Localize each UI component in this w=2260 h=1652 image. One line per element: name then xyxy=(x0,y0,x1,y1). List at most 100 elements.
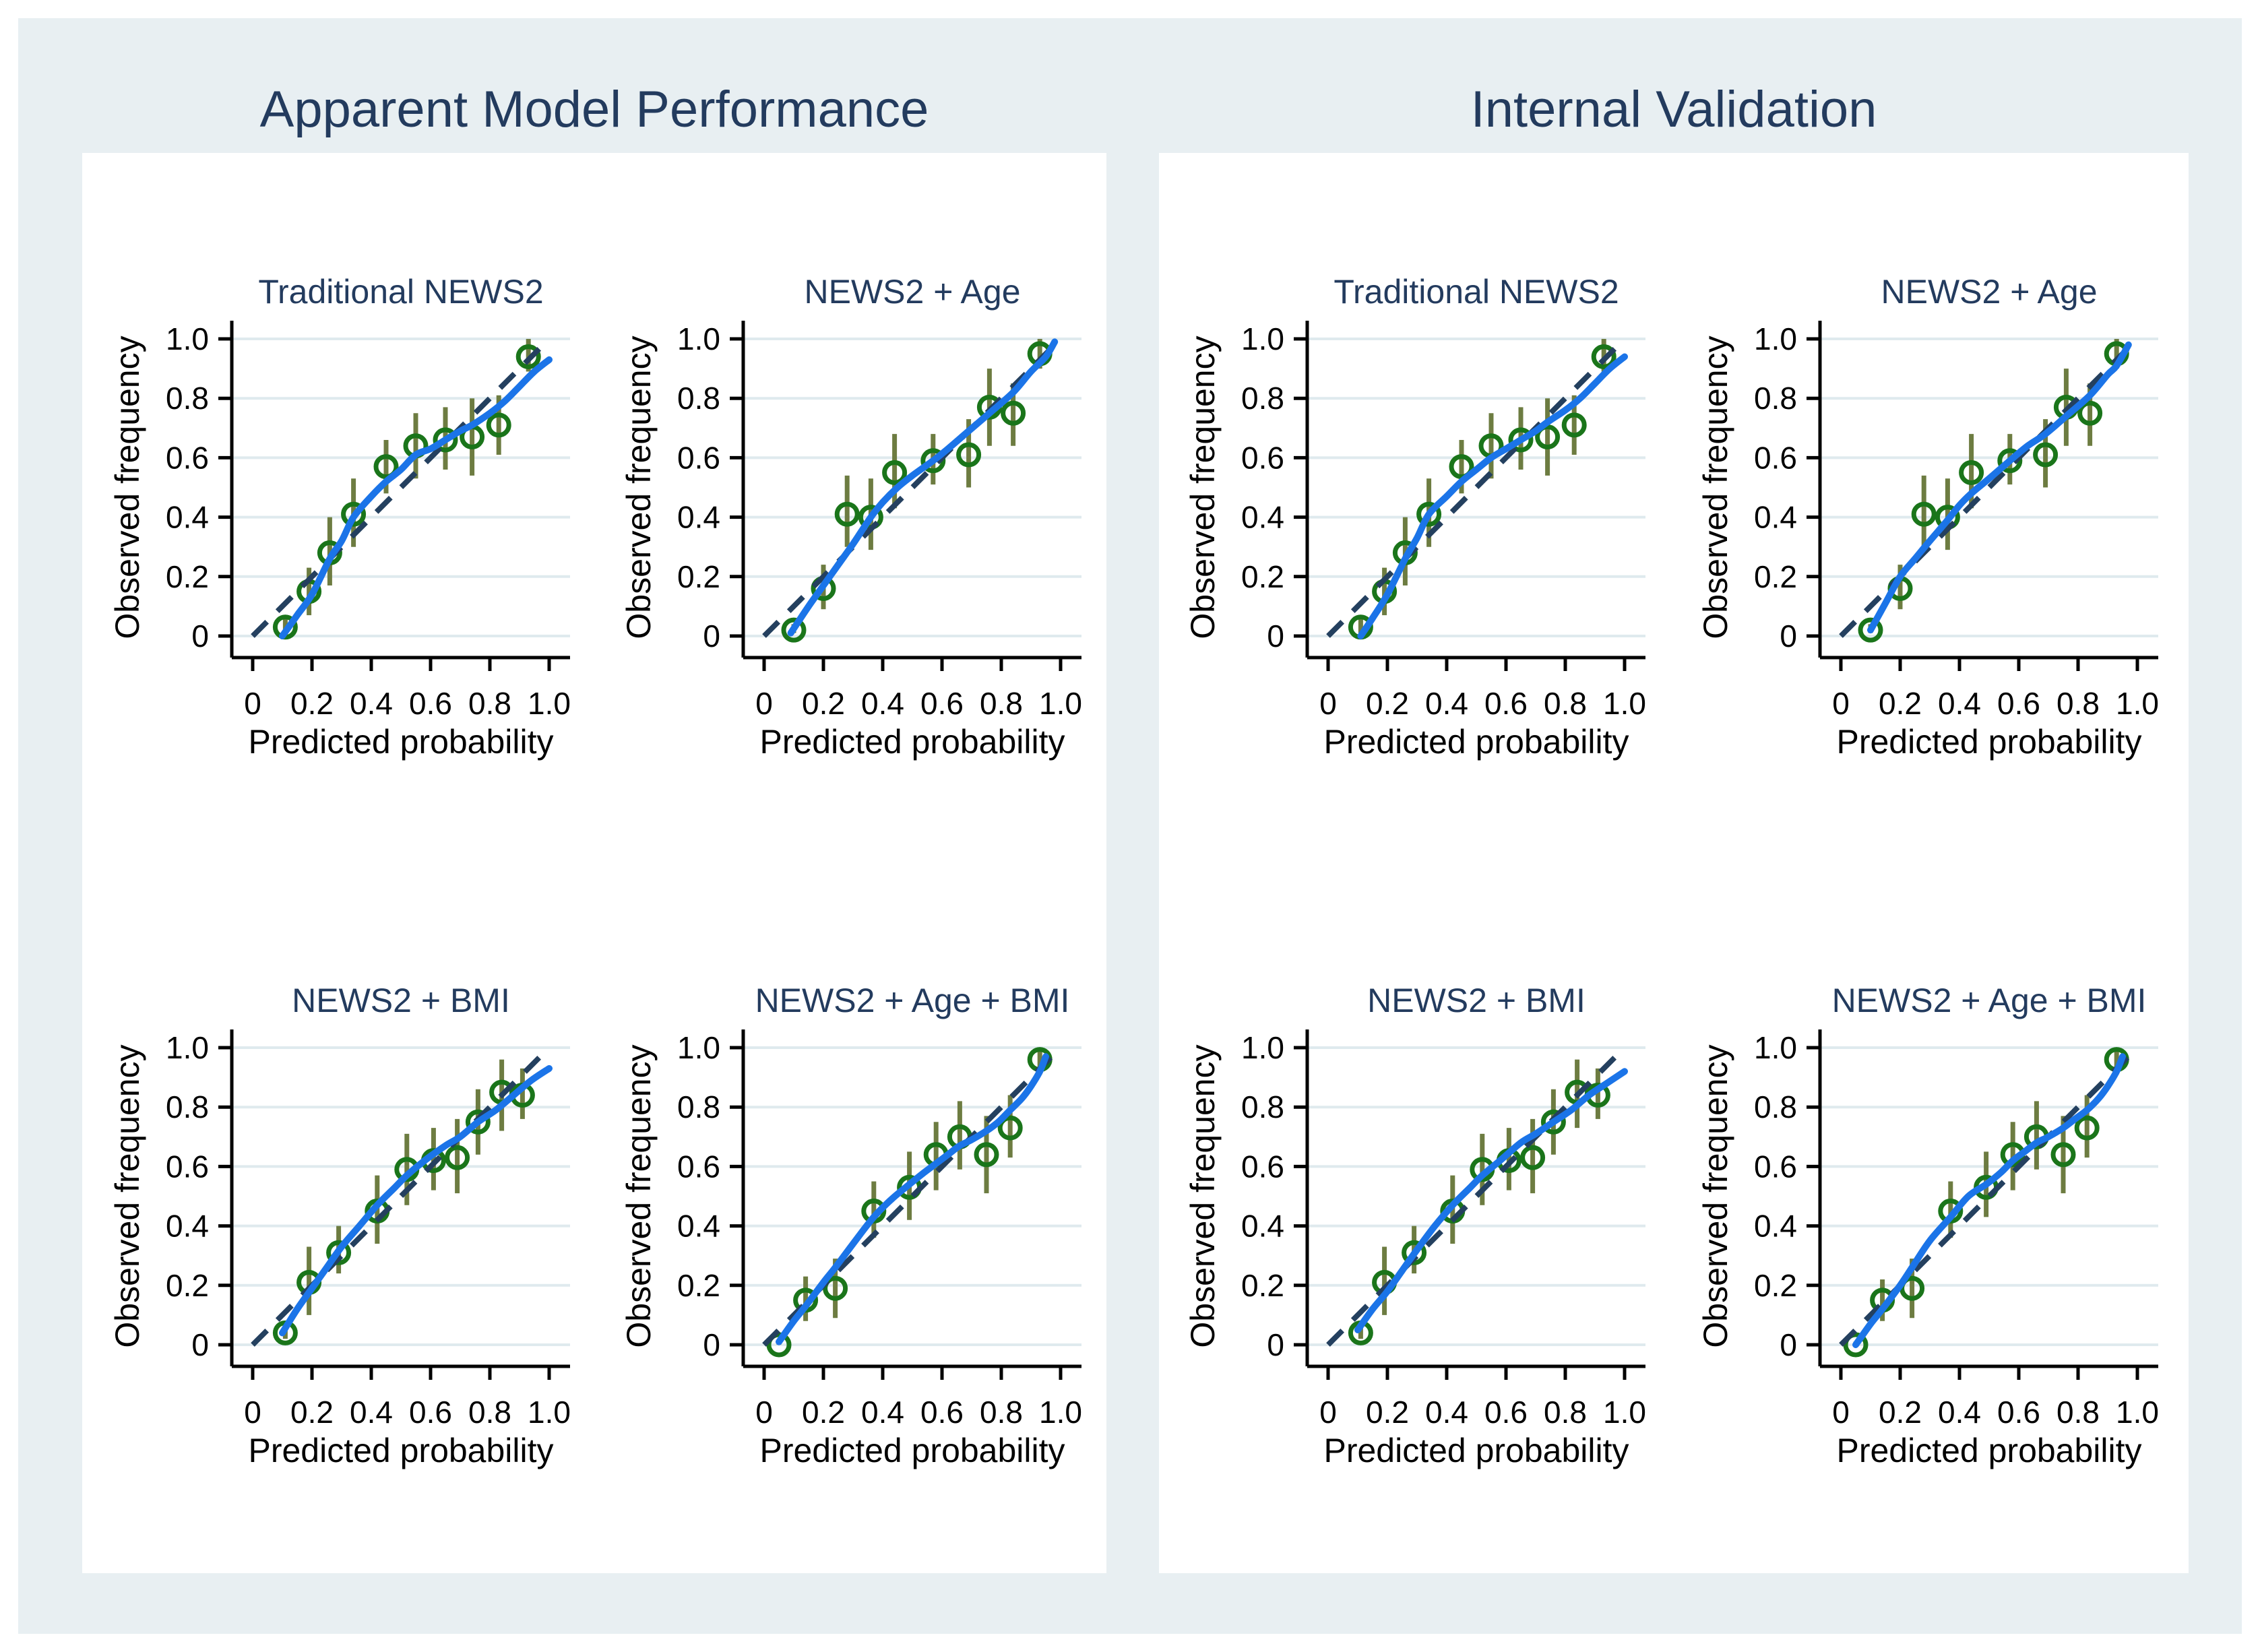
data-point-marker xyxy=(781,617,807,643)
y-tick-label: 0 xyxy=(1267,1327,1284,1362)
y-axis-label: Observed frequency xyxy=(1184,1044,1222,1347)
lowess-curve xyxy=(1357,353,1628,639)
data-point-marker xyxy=(486,412,511,438)
x-tick-label: 0 xyxy=(1832,686,1850,721)
y-tick-label: 0.6 xyxy=(1241,440,1284,475)
x-tick-label: 0.6 xyxy=(409,1395,452,1430)
x-tick-label: 0.4 xyxy=(350,1395,393,1430)
y-tick-label: 0.8 xyxy=(677,1089,720,1124)
plot-internal-traditional-news2: 0 0.2 0.4 0.6 0.8 1.0 0 0.2 0.4 0.6 0.8 1.0 Traditio… xyxy=(1179,267,1678,769)
y-tick-label: 0.2 xyxy=(677,559,720,594)
calibration-chart-svg: 0 0.2 0.4 0.6 0.8 1.0 0 0.2 0.4 0.6 0.8 1.0 NEWS2 + … xyxy=(1697,982,2159,1469)
x-tick-label: 0.6 xyxy=(1484,1395,1528,1430)
y-tick-label: 1.0 xyxy=(1241,1030,1284,1065)
y-tick-label: 0 xyxy=(1780,618,1797,654)
y-tick-label: 0.8 xyxy=(1754,381,1797,416)
lowess-curve xyxy=(1354,1068,1628,1333)
x-tick-label: 0 xyxy=(1319,686,1337,721)
x-axis-label: Predicted probability xyxy=(248,1432,553,1469)
x-tick-label: 1.0 xyxy=(2116,1395,2159,1430)
y-tick-label: 0.4 xyxy=(166,500,209,535)
x-tick-label: 0.2 xyxy=(1366,1395,1409,1430)
data-point-marker xyxy=(515,344,541,369)
x-tick-label: 0.8 xyxy=(468,686,511,721)
data-point-marker xyxy=(465,1109,491,1135)
panel-internal-validation: 0 0.2 0.4 0.6 0.8 1.0 0 0.2 0.4 0.6 0.8 1.0 Traditio… xyxy=(1159,153,2189,1573)
x-tick-label: 0.8 xyxy=(1544,1395,1587,1430)
y-tick-label: 0.2 xyxy=(1241,559,1284,594)
data-point-marker xyxy=(1001,400,1026,426)
y-tick-label: 0.4 xyxy=(677,1209,720,1244)
y-tick-label: 0.6 xyxy=(166,440,209,475)
x-tick-label: 0.6 xyxy=(1997,1395,2040,1430)
x-tick-label: 1.0 xyxy=(528,686,571,721)
lowess-curve xyxy=(776,1053,1049,1345)
x-tick-label: 0.2 xyxy=(290,1395,334,1430)
y-tick-label: 0.2 xyxy=(677,1268,720,1303)
y-tick-label: 0.2 xyxy=(1241,1268,1284,1303)
x-tick-label: 1.0 xyxy=(2116,686,2159,721)
data-point-marker xyxy=(1508,427,1534,453)
subplot-title: NEWS2 + Age + BMI xyxy=(755,982,1070,1019)
y-tick-label: 1.0 xyxy=(677,1030,720,1065)
x-tick-label: 0.6 xyxy=(1484,686,1528,721)
figure-canvas: Apparent Model Performance Internal Vali… xyxy=(18,18,2242,1634)
data-point-marker xyxy=(1449,454,1474,480)
x-tick-label: 0 xyxy=(755,686,773,721)
data-point-marker xyxy=(433,427,458,453)
x-axis-label: Predicted probability xyxy=(248,723,553,761)
x-tick-label: 0 xyxy=(244,686,261,721)
subplot-title: Traditional NEWS2 xyxy=(1333,273,1619,311)
x-tick-label: 1.0 xyxy=(1039,686,1082,721)
y-tick-label: 0.4 xyxy=(166,1209,209,1244)
data-point-marker xyxy=(445,1145,470,1170)
y-tick-label: 0.6 xyxy=(1241,1149,1284,1184)
y-tick-label: 0 xyxy=(191,1327,209,1362)
panel-title-internal: Internal Validation xyxy=(1470,81,1877,138)
y-tick-label: 0.6 xyxy=(166,1149,209,1184)
y-tick-label: 0.6 xyxy=(677,440,720,475)
x-tick-label: 0.2 xyxy=(802,1395,845,1430)
data-point-marker xyxy=(1561,412,1587,438)
subplot-title: NEWS2 + Age + BMI xyxy=(1832,982,2147,1019)
x-tick-label: 0.4 xyxy=(861,1395,904,1430)
plot-internal-news2-bmi: 0 0.2 0.4 0.6 0.8 1.0 0 0.2 0.4 0.6 0.8 1.0 NEWS2 + … xyxy=(1179,976,1678,1478)
x-tick-label: 0 xyxy=(755,1395,773,1430)
data-point-marker xyxy=(1858,617,1883,643)
x-tick-label: 0.2 xyxy=(1879,686,1922,721)
x-axis-label: Predicted probability xyxy=(1323,1432,1629,1469)
reference-diagonal xyxy=(1839,337,2139,638)
calibration-chart-svg: 0 0.2 0.4 0.6 0.8 1.0 0 0.2 0.4 0.6 0.8 1.0 NEWS2 + … xyxy=(108,982,571,1469)
data-point-marker xyxy=(766,1332,792,1358)
data-point-marker xyxy=(1416,501,1442,527)
data-point-marker xyxy=(341,501,367,527)
y-tick-label: 0 xyxy=(1780,1327,1797,1362)
x-tick-label: 0.2 xyxy=(1879,1395,1922,1430)
x-tick-label: 0.2 xyxy=(1366,686,1409,721)
x-tick-label: 1.0 xyxy=(1039,1395,1082,1430)
data-point-marker xyxy=(2077,400,2103,426)
lowess-curve xyxy=(1852,1053,2126,1348)
x-tick-label: 0.6 xyxy=(920,1395,964,1430)
data-point-marker xyxy=(823,1275,848,1301)
y-tick-label: 0 xyxy=(1267,618,1284,654)
x-tick-label: 1.0 xyxy=(1603,686,1646,721)
y-tick-label: 0.2 xyxy=(1754,559,1797,594)
plot-apparent-traditional-news2: 0 0.2 0.4 0.6 0.8 1.0 0 0.2 0.4 0.6 0.8 1.0 Traditio… xyxy=(104,267,602,769)
data-point-marker xyxy=(1911,501,1937,527)
data-point-marker xyxy=(882,459,908,485)
y-axis-label: Observed frequency xyxy=(1697,336,1734,639)
x-tick-label: 0.2 xyxy=(802,686,845,721)
y-tick-label: 1.0 xyxy=(166,321,209,356)
subplot-title: NEWS2 + BMI xyxy=(1367,982,1586,1019)
y-tick-label: 0 xyxy=(703,618,720,654)
reference-diagonal xyxy=(1326,1046,1627,1347)
calibration-chart-svg: 0 0.2 0.4 0.6 0.8 1.0 0 0.2 0.4 0.6 0.8 1.0 NEWS2 + … xyxy=(620,273,1082,761)
y-tick-label: 1.0 xyxy=(1241,321,1284,356)
data-point-marker xyxy=(2074,1115,2100,1141)
x-tick-label: 0.4 xyxy=(1938,1395,1981,1430)
lowess-curve xyxy=(279,1065,553,1337)
subplot-title: NEWS2 + Age xyxy=(1881,273,2098,311)
lowess-curve xyxy=(787,338,1059,637)
